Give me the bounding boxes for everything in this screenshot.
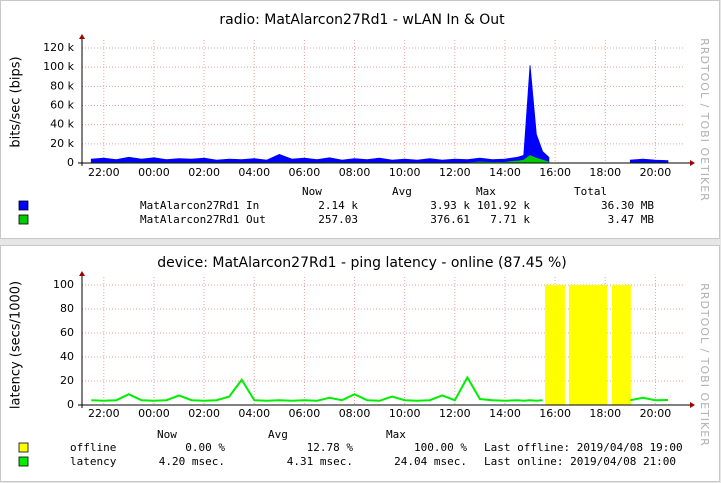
x-tick-label: 22:00: [88, 407, 120, 420]
legend-cell: 4.31 msec.: [287, 455, 353, 468]
legend-cell: 12.78 %: [307, 441, 354, 454]
panel: [0, 0, 720, 239]
x-tick-label: 04:00: [238, 166, 270, 179]
legend-header: Max: [386, 428, 406, 441]
y-tick-label: 120 k: [43, 41, 74, 54]
x-tick-label: 10:00: [389, 407, 421, 420]
y-tick-label: 60: [60, 326, 74, 339]
y-axis-label: bits/sec (bips): [9, 56, 24, 147]
legend-header: Max: [476, 185, 496, 198]
legend-note: Last online: 2019/04/08 21:00: [484, 455, 676, 468]
y-tick-label: 100 k: [43, 60, 74, 73]
x-tick-label: 04:00: [238, 407, 270, 420]
x-tick-label: 06:00: [289, 407, 321, 420]
legend-name: MatAlarcon27Rd1 In: [140, 199, 259, 212]
axis-arrow: [690, 402, 695, 408]
legend-swatch: [18, 214, 29, 225]
x-tick-label: 18:00: [589, 407, 621, 420]
legend-name: MatAlarcon27Rd1 Out: [140, 213, 266, 226]
legend-header: Avg: [392, 185, 412, 198]
legend-cell: 4.20 msec.: [159, 455, 225, 468]
y-tick-label: 40: [60, 350, 74, 363]
legend-cell: 100.00 %: [414, 441, 467, 454]
x-tick-label: 20:00: [640, 407, 672, 420]
chart-title: radio: MatAlarcon27Rd1 - wLAN In & Out: [219, 12, 505, 28]
y-tick-label: 100: [53, 278, 74, 291]
axis-arrow: [79, 271, 85, 276]
legend-name: offline: [70, 441, 116, 454]
watermark: RRDTOOL / TOBI OETIKER: [698, 38, 711, 202]
x-tick-label: 20:00: [640, 166, 672, 179]
legend-name: latency: [70, 455, 117, 468]
legend-cell: 101.92 k: [477, 199, 530, 212]
legend-header: Now: [302, 185, 322, 198]
y-tick-label: 20: [60, 374, 74, 387]
y-tick-label: 40 k: [50, 118, 74, 131]
x-tick-label: 10:00: [389, 166, 421, 179]
watermark: RRDTOOL / TOBI OETIKER: [698, 283, 711, 447]
x-tick-label: 00:00: [138, 407, 170, 420]
legend-note: Last offline: 2019/04/08 19:00: [484, 441, 683, 454]
x-tick-label: 16:00: [539, 407, 571, 420]
legend-swatch: [18, 442, 29, 453]
y-axis-label: latency (secs/1000): [9, 281, 24, 409]
y-tick-label: 80 k: [50, 79, 74, 92]
line: [91, 375, 668, 402]
y-tick-label: 60 k: [50, 99, 74, 112]
axis-arrow: [79, 34, 85, 39]
y-tick-label: 20 k: [50, 137, 74, 150]
legend-cell: 3.93 k: [430, 199, 470, 212]
step-area: [82, 285, 683, 405]
y-tick-label: 80: [60, 302, 74, 315]
x-tick-label: 16:00: [539, 166, 571, 179]
x-tick-label: 18:00: [589, 166, 621, 179]
chart-title: device: MatAlarcon27Rd1 - ping latency -…: [157, 255, 567, 271]
legend-cell: 257.03: [318, 213, 358, 226]
legend-header: Now: [157, 428, 177, 441]
y-tick-label: 0: [67, 156, 74, 169]
x-tick-label: 08:00: [339, 407, 371, 420]
x-tick-label: 12:00: [439, 166, 471, 179]
legend-header: Total: [574, 185, 607, 198]
legend-cell: 2.14 k: [318, 199, 358, 212]
legend-header: Avg: [268, 428, 288, 441]
x-tick-label: 02:00: [188, 166, 220, 179]
x-tick-label: 12:00: [439, 407, 471, 420]
legend-cell: 376.61: [430, 213, 470, 226]
x-tick-label: 02:00: [188, 407, 220, 420]
x-tick-label: 08:00: [339, 166, 371, 179]
legend-swatch: [18, 456, 29, 467]
legend-cell: 24.04 msec.: [394, 455, 467, 468]
x-tick-label: 00:00: [138, 166, 170, 179]
legend-cell: 0.00 %: [185, 441, 225, 454]
axis-arrow: [690, 160, 695, 166]
legend-swatch: [18, 200, 29, 211]
legend-cell: 3.47 MB: [608, 213, 655, 226]
y-tick-label: 0: [67, 398, 74, 411]
x-tick-label: 14:00: [489, 166, 521, 179]
legend-cell: 36.30 MB: [601, 199, 654, 212]
legend-cell: 7.71 k: [490, 213, 530, 226]
x-tick-label: 22:00: [88, 166, 120, 179]
x-tick-label: 06:00: [289, 166, 321, 179]
x-tick-label: 14:00: [489, 407, 521, 420]
